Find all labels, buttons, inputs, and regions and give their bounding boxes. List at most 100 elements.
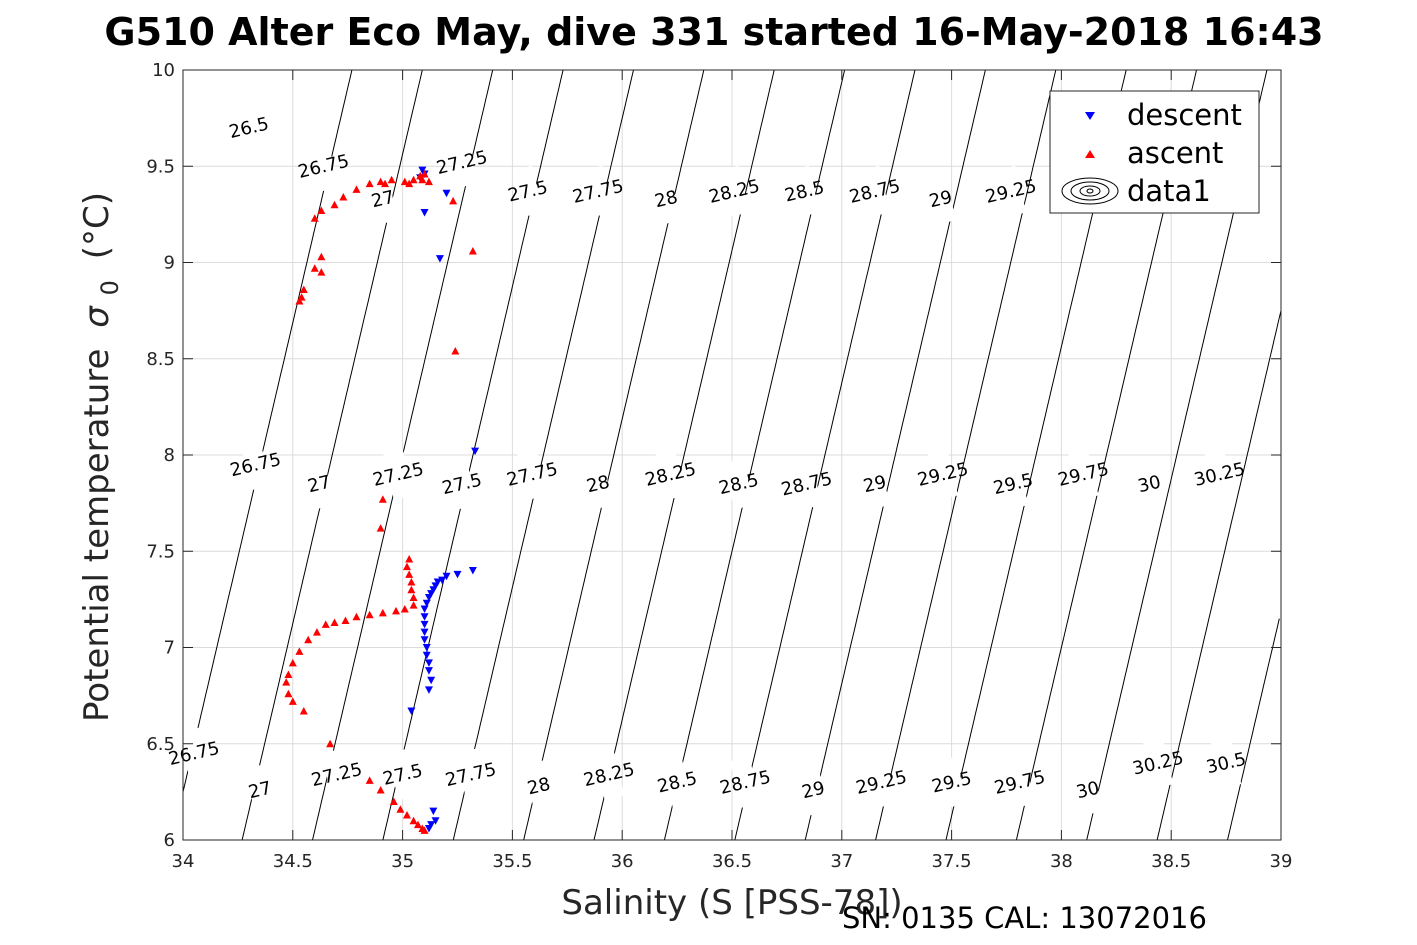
x-tick-label: 35.5 xyxy=(492,851,532,872)
descent-marker xyxy=(431,817,440,825)
descent-marker xyxy=(429,586,438,594)
data-markers xyxy=(282,166,480,834)
x-tick-label: 38 xyxy=(1050,851,1073,872)
contour-line xyxy=(804,69,986,841)
ascent-marker xyxy=(365,179,374,188)
contour-label-background xyxy=(789,165,820,217)
ascent-marker xyxy=(299,285,308,293)
y-axis-label-subscript: 0 xyxy=(96,280,124,295)
ascent-marker xyxy=(402,810,411,819)
chart-title: G510 Alter Eco May, dive 331 started 16-… xyxy=(104,10,1323,54)
contour-label: 27 xyxy=(246,778,273,804)
contour-line xyxy=(875,69,1057,841)
contour-label-background xyxy=(233,102,265,154)
ascent-marker xyxy=(304,635,313,644)
ascent-marker xyxy=(376,785,385,794)
ascent-marker xyxy=(449,196,458,205)
ascent-marker xyxy=(396,805,405,813)
contour-label: 28 xyxy=(585,472,612,498)
ascent-marker xyxy=(321,620,330,628)
contour-label-background xyxy=(308,140,339,192)
contour-label-background xyxy=(240,438,271,491)
ascent-marker xyxy=(330,200,339,209)
ascent-marker xyxy=(420,169,429,178)
y-axis-ticks: 6 6.5 7 7.5 8 8.5 9 9.5 10 xyxy=(146,60,1281,851)
ascent-marker xyxy=(284,689,293,698)
descent-marker xyxy=(420,605,429,613)
contour-label-background xyxy=(244,764,276,816)
ascent-marker xyxy=(392,606,401,615)
ascent-marker xyxy=(451,347,460,355)
x-tick-label: 35 xyxy=(391,851,414,872)
x-tick-label: 34.5 xyxy=(273,851,313,872)
ascent-marker xyxy=(365,610,374,619)
contour-label-background xyxy=(866,756,897,808)
descent-marker xyxy=(418,166,427,175)
contour-label: 28 xyxy=(525,774,552,800)
ascent-marker xyxy=(402,562,411,571)
contour-label-background xyxy=(1210,737,1242,789)
y-axis-label: Potential temperature σ 0 (°C) xyxy=(77,192,124,722)
contour-label-background xyxy=(582,165,614,217)
y-axis-label-unit: (°C) xyxy=(77,192,117,259)
ascent-marker xyxy=(424,177,433,186)
ascent-marker xyxy=(378,495,387,503)
contour-label-background xyxy=(936,756,967,808)
contour-label-background xyxy=(383,448,414,500)
ascent-marker xyxy=(407,578,416,586)
descent-marker xyxy=(424,667,433,675)
descent-marker xyxy=(471,447,480,456)
ascent-marker xyxy=(310,264,319,272)
legend-box xyxy=(1049,90,1260,214)
contour-label-background xyxy=(512,165,543,217)
contour-line xyxy=(1156,310,1282,841)
ascent-marker xyxy=(339,193,348,201)
legend: descent ascent data1 xyxy=(1049,90,1260,214)
contour-label-background xyxy=(367,173,399,225)
descent-marker xyxy=(422,644,431,652)
x-tick-label: 36.5 xyxy=(712,851,752,872)
contour-label-background xyxy=(859,165,890,217)
contour-label-background xyxy=(1004,756,1035,808)
contour-label-background xyxy=(791,458,822,510)
contour-label-background xyxy=(523,760,554,812)
contour-label-background xyxy=(1068,448,1099,500)
ascent-marker xyxy=(312,628,321,636)
contour-label-background xyxy=(593,748,625,801)
descent-marker xyxy=(424,659,433,667)
descent-marker xyxy=(468,567,477,575)
contour-label-background xyxy=(798,764,829,816)
descent-marker xyxy=(420,208,429,217)
contour-label-background xyxy=(729,756,761,808)
y-tick-label: 8.5 xyxy=(146,349,175,370)
ascent-marker xyxy=(409,593,418,601)
legend-descent-marker xyxy=(1085,112,1095,120)
ascent-marker xyxy=(400,605,409,613)
ascent-marker xyxy=(352,612,361,621)
descent-marker xyxy=(429,807,438,816)
contour-label-background xyxy=(1134,458,1165,510)
contour-label-background xyxy=(997,458,1029,510)
contour-label-background xyxy=(995,165,1027,217)
descent-marker xyxy=(420,613,429,621)
descent-marker xyxy=(420,620,429,629)
ascent-marker xyxy=(409,816,418,825)
contour-label-background xyxy=(178,727,210,780)
y-axis-label-text: Potential temperature xyxy=(77,349,117,722)
y-tick-label: 7 xyxy=(164,638,175,659)
ascent-marker xyxy=(409,175,418,184)
descent-marker xyxy=(442,572,451,581)
ascent-marker xyxy=(326,739,335,748)
ascent-marker xyxy=(418,175,427,184)
ascent-marker xyxy=(381,179,390,188)
ascent-marker xyxy=(310,214,319,222)
contour-label-background xyxy=(446,136,478,189)
descent-marker xyxy=(453,570,462,579)
contour-label-background xyxy=(925,173,956,225)
legend-contour-label: data1 xyxy=(1127,174,1211,208)
ascent-marker xyxy=(288,658,297,667)
descent-marker xyxy=(420,628,429,637)
x-tick-label: 34 xyxy=(172,851,195,872)
